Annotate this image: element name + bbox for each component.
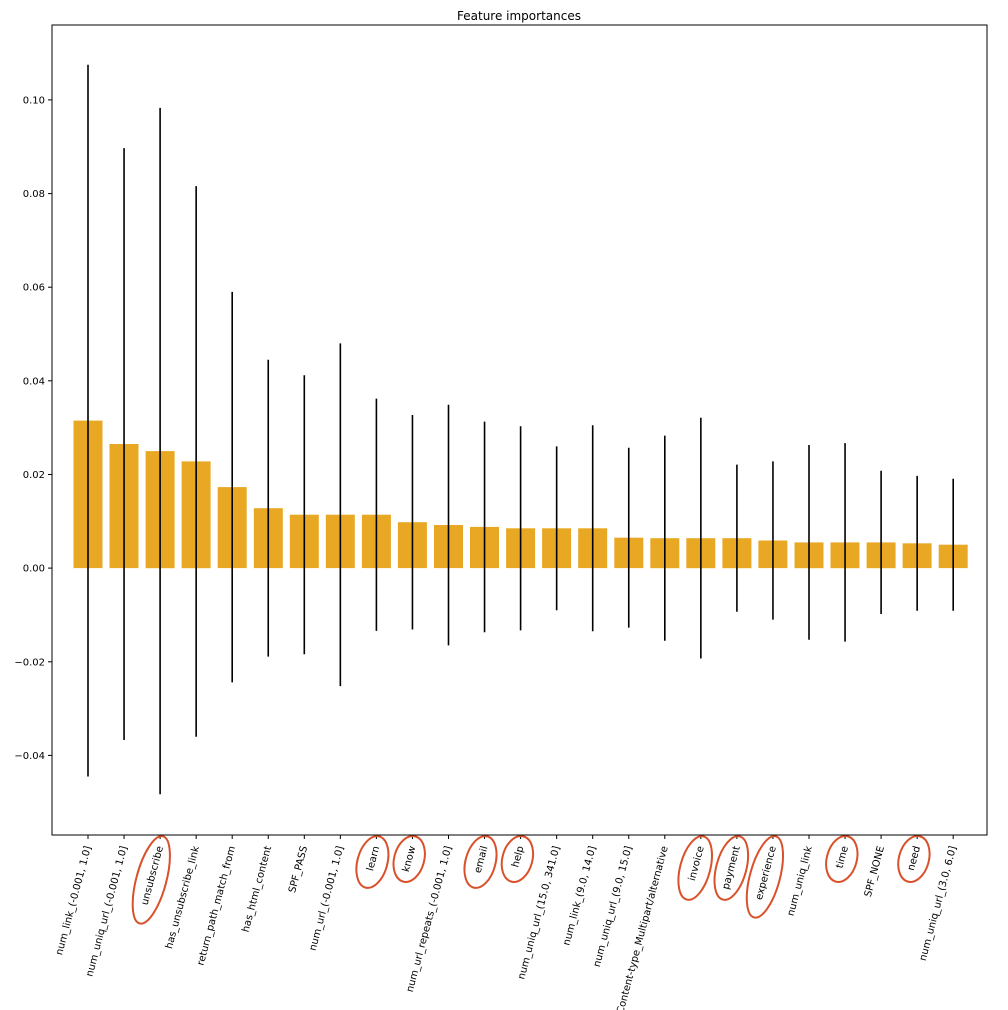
x-tick-label: return_path_match_from: [196, 845, 239, 967]
x-tick-label: SPF_PASS: [287, 845, 310, 894]
x-tick-label: invoice: [687, 845, 707, 882]
y-tick-label: −0.04: [14, 751, 45, 762]
x-tick-label: num_uniq_link: [786, 845, 815, 918]
y-tick-label: 0.08: [23, 189, 45, 200]
annotation-circle: [131, 835, 171, 925]
x-tick-label: num_link_(-0.001, 1.0]: [54, 845, 94, 957]
annotation-circle: [677, 835, 713, 901]
plot-frame: [51, 24, 988, 836]
x-tick-label: num_uniq_url_(-0.001, 1.0]: [84, 845, 130, 978]
y-tick-label: −0.02: [14, 657, 45, 668]
errorbars-layer: [87, 64, 955, 795]
y-tick-label: 0.10: [23, 95, 45, 106]
annotation-circle: [897, 835, 931, 883]
annotation-circle: [355, 835, 390, 889]
x-tick-label: help: [510, 845, 526, 869]
chart-title: Feature importances: [457, 9, 581, 23]
x-tick-label: time: [834, 845, 850, 870]
x-tick-label: num_url_(-0.001, 1.0]: [308, 845, 347, 952]
x-tick-label: num_uniq_url_(3.0, 6.0]: [918, 845, 959, 962]
x-tick-label: num_uniq_url_(15.0, 341.0]: [516, 845, 562, 981]
x-tick-label: email: [473, 845, 491, 874]
annotation-circle: [825, 835, 859, 883]
y-tick-label: 0.06: [23, 283, 45, 294]
x-tick-label: num_uniq_url_(9.0, 15.0]: [592, 845, 635, 968]
annotations-layer: [131, 835, 931, 925]
x-tick-label: payment: [721, 845, 743, 891]
annotation-circle: [713, 835, 750, 901]
x-tick-label: learn: [365, 845, 382, 872]
annotation-circle: [745, 835, 785, 919]
y-tick-label: 0.02: [23, 470, 45, 481]
annotation-circle: [392, 835, 426, 883]
x-tick-label: has_html_content: [241, 845, 275, 934]
x-tick-label: num_link_(9.0, 14.0]: [561, 845, 598, 947]
x-tick-label: SPF_NONE: [863, 845, 887, 898]
x-tick-label: need: [906, 845, 923, 872]
y-tick-label: 0.04: [23, 376, 45, 387]
annotation-circle: [500, 835, 535, 883]
y-tick-label: 0.00: [23, 564, 45, 575]
x-axis: num_link_(-0.001, 1.0]num_uniq_url_(-0.0…: [54, 835, 959, 1010]
annotation-circle: [463, 835, 498, 889]
x-tick-label: know: [401, 845, 418, 873]
y-axis: −0.04 −0.02 0.00 0.02 0.04 0.06 0.08 0.10: [14, 95, 52, 762]
